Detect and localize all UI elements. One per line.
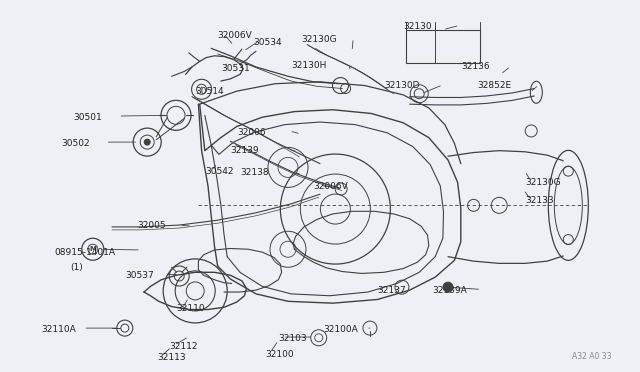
Text: M: M	[90, 246, 96, 252]
Text: 32005: 32005	[138, 221, 166, 230]
Text: 32130D: 32130D	[384, 81, 419, 90]
Text: 30514: 30514	[195, 87, 224, 96]
Text: 32100: 32100	[266, 350, 294, 359]
Text: 32006: 32006	[237, 128, 266, 137]
Text: 32852E: 32852E	[477, 81, 511, 90]
Circle shape	[144, 139, 150, 145]
Text: 32006V: 32006V	[314, 182, 348, 190]
Text: 32137: 32137	[378, 286, 406, 295]
Text: 32100A: 32100A	[323, 325, 358, 334]
Text: 32130H: 32130H	[291, 61, 326, 70]
Text: 30534: 30534	[253, 38, 282, 47]
Circle shape	[443, 282, 453, 292]
Text: 30537: 30537	[125, 271, 154, 280]
Text: 32138: 32138	[240, 169, 269, 177]
Text: 32103: 32103	[278, 334, 307, 343]
Text: 32139A: 32139A	[432, 286, 467, 295]
Text: 32112: 32112	[170, 342, 198, 351]
Text: 30502: 30502	[61, 139, 90, 148]
Text: 30542: 30542	[205, 167, 234, 176]
Text: A32 A0 33: A32 A0 33	[572, 352, 611, 361]
Text: 32113: 32113	[157, 353, 186, 362]
Text: 32136: 32136	[461, 62, 490, 71]
Text: 30531: 30531	[221, 64, 250, 73]
Text: 30501: 30501	[74, 113, 102, 122]
Text: 32110: 32110	[176, 304, 205, 313]
Text: 32133: 32133	[525, 196, 554, 205]
Text: 32130G: 32130G	[301, 35, 337, 44]
Text: 32110A: 32110A	[42, 325, 76, 334]
Text: 32006V: 32006V	[218, 31, 252, 40]
Text: 32139: 32139	[230, 146, 259, 155]
Text: 32130G: 32130G	[525, 178, 561, 187]
Text: (1): (1)	[70, 263, 83, 272]
Text: 32130: 32130	[403, 22, 432, 31]
Bar	[406, 30, 480, 63]
Text: 08915-1401A: 08915-1401A	[54, 248, 115, 257]
